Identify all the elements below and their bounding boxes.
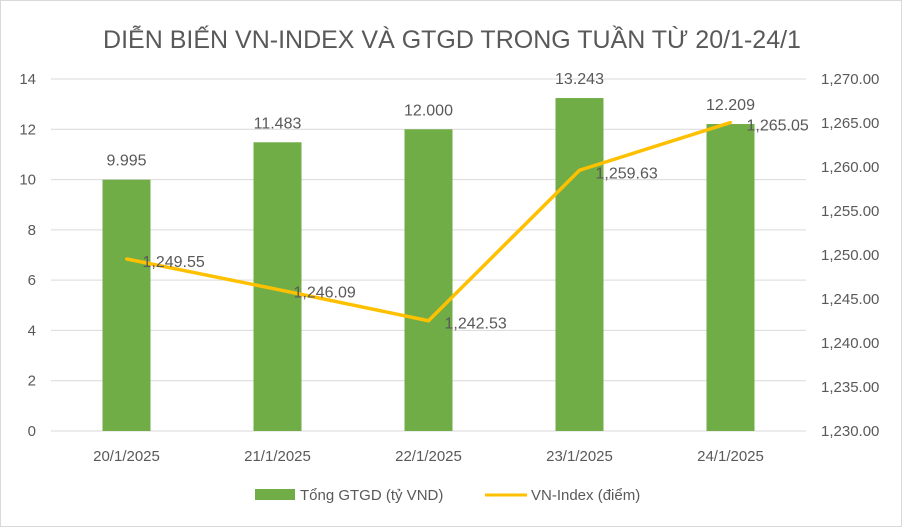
x-tick-label: 21/1/2025 [244,448,311,465]
y-left-tick-label: 14 [19,71,36,88]
y-right-tick-label: 1,250.00 [821,247,879,264]
bar [555,98,604,431]
y-left-tick-label: 12 [19,121,36,138]
bar [102,179,151,431]
y-left-tick-label: 8 [28,222,36,239]
legend: Tổng GTGD (tỷ VND) VN-Index (điểm) [255,487,640,504]
line-data-label: 1,265.05 [747,118,809,135]
y-left-tick-label: 0 [28,423,36,440]
line-point [427,319,430,323]
chart-title: DIỄN BIẾN VN-INDEX VÀ GTGD TRONG TUẦN TỪ… [103,24,801,54]
y-left-tick-label: 4 [28,322,36,339]
bar-data-label: 9.995 [106,153,146,170]
y-right-tick-label: 1,265.00 [821,115,879,132]
y-right-tick-label: 1,245.00 [821,291,879,308]
legend-label-line: VN-Index (điểm) [531,487,640,504]
bar-data-label: 13.243 [555,71,604,88]
y-left-tick-label: 2 [28,373,36,390]
bar [706,124,755,432]
legend-label-bar: Tổng GTGD (tỷ VND) [300,487,443,504]
y-left-tick-label: 6 [28,272,36,289]
y-right-tick-label: 1,270.00 [821,71,879,88]
x-tick-label: 22/1/2025 [395,448,462,465]
x-tick-label: 24/1/2025 [697,448,764,465]
bar [404,129,453,432]
line-data-label: 1,249.55 [143,254,205,271]
y-right-tick-label: 1,240.00 [821,335,879,352]
y-right-tick-label: 1,230.00 [821,423,879,440]
y-right-tick-label: 1,235.00 [821,379,879,396]
bar-data-label: 12.209 [706,97,755,114]
line-point [578,168,581,172]
bar-data-label: 12.000 [404,102,453,119]
legend-swatch-bar [255,489,295,500]
line-point [729,121,732,125]
y-right-tick-label: 1,260.00 [821,159,879,176]
bar-data-label: 11.483 [254,115,302,132]
y-right-tick-label: 1,255.00 [821,203,879,220]
line-data-label: 1,259.63 [596,165,658,182]
x-tick-label: 23/1/2025 [546,448,613,465]
line-point [125,257,128,261]
line-data-label: 1,246.09 [294,284,356,301]
y-left-tick-label: 10 [19,172,36,189]
line-point [276,287,279,291]
line-data-label: 1,242.53 [445,316,507,333]
x-tick-label: 20/1/2025 [93,448,160,465]
